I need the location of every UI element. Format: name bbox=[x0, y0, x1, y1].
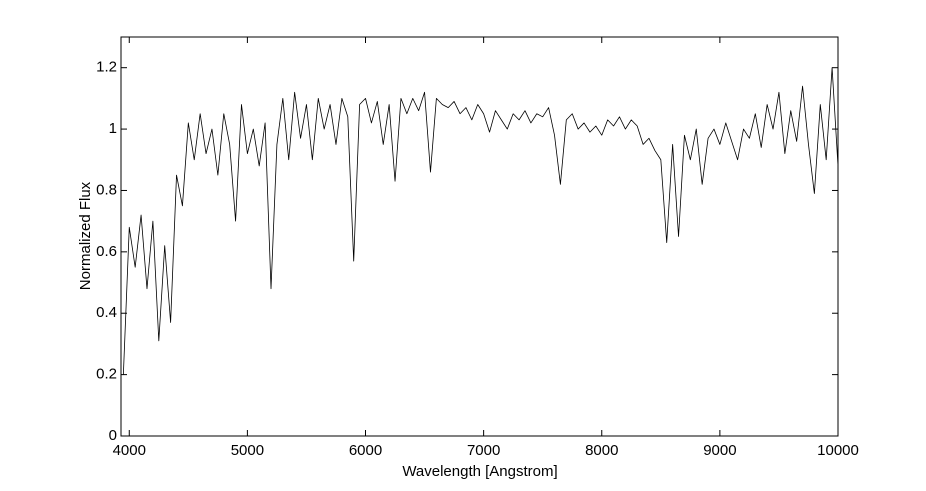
y-tick-label: 0.2 bbox=[96, 366, 117, 383]
x-tick-label: 4000 bbox=[113, 442, 146, 459]
y-tick-label: 1.2 bbox=[96, 59, 117, 76]
x-tick-label: 9000 bbox=[703, 442, 736, 459]
y-tick-label: 0.4 bbox=[96, 304, 117, 321]
x-tick-label: 5000 bbox=[231, 442, 264, 459]
y-axis-label: Normalized Flux bbox=[77, 181, 94, 290]
y-tick-label: 0.8 bbox=[96, 181, 117, 198]
x-tick-label: 7000 bbox=[467, 442, 500, 459]
x-tick-label: 6000 bbox=[349, 442, 382, 459]
x-tick-label: 8000 bbox=[585, 442, 618, 459]
y-tick-label: 0 bbox=[109, 427, 117, 444]
x-tick-label: 10000 bbox=[817, 442, 859, 459]
x-axis-label: Wavelength [Angstrom] bbox=[402, 463, 557, 480]
y-tick-label: 1 bbox=[109, 120, 117, 137]
plot-frame bbox=[120, 36, 839, 437]
spectrum-line bbox=[122, 67, 839, 375]
y-tick-label: 0.6 bbox=[96, 243, 117, 260]
